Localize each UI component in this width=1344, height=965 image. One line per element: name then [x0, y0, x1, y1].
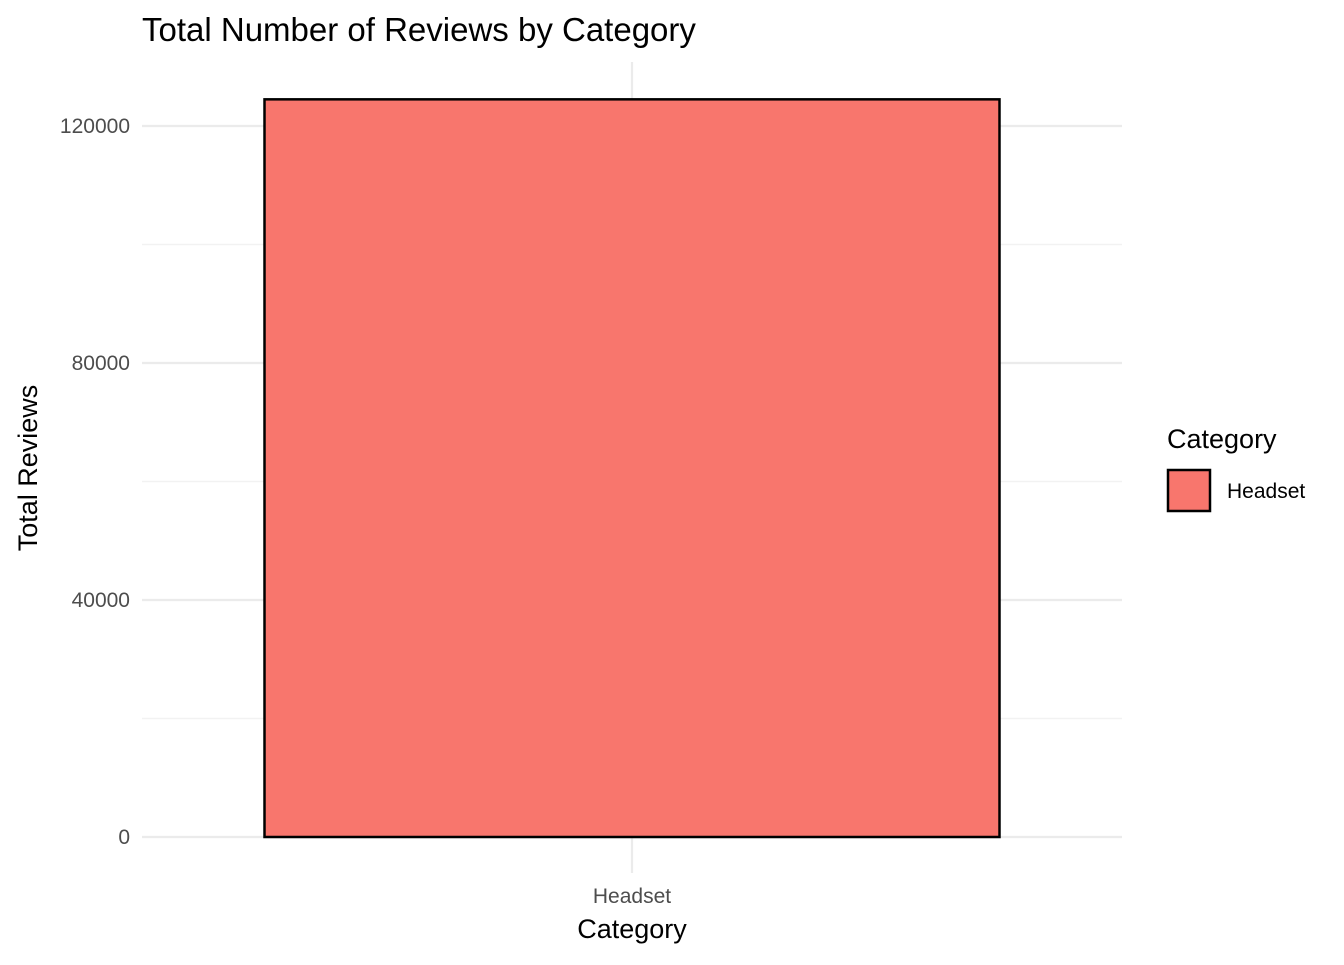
- y-tick-label: 40000: [72, 589, 130, 612]
- y-tick-label: 0: [118, 826, 130, 849]
- y-tick-label: 80000: [72, 352, 130, 375]
- bar-layer: [263, 98, 1001, 839]
- y-axis-title: Total Reviews: [13, 385, 43, 552]
- x-tick-label: Headset: [593, 885, 671, 908]
- y-axis: 0 40000 80000 120000: [60, 115, 130, 849]
- chart-title: Total Number of Reviews by Category: [142, 11, 696, 48]
- legend-label: Headset: [1227, 480, 1305, 503]
- legend-key: [1166, 468, 1212, 513]
- x-axis: Headset: [593, 885, 671, 908]
- x-axis-title: Category: [577, 914, 687, 944]
- legend: Category Headset: [1166, 424, 1305, 513]
- bar-headset: [263, 98, 1001, 839]
- legend-items: Headset: [1166, 468, 1305, 513]
- y-tick-label: 120000: [60, 115, 130, 138]
- legend-title: Category: [1167, 424, 1277, 454]
